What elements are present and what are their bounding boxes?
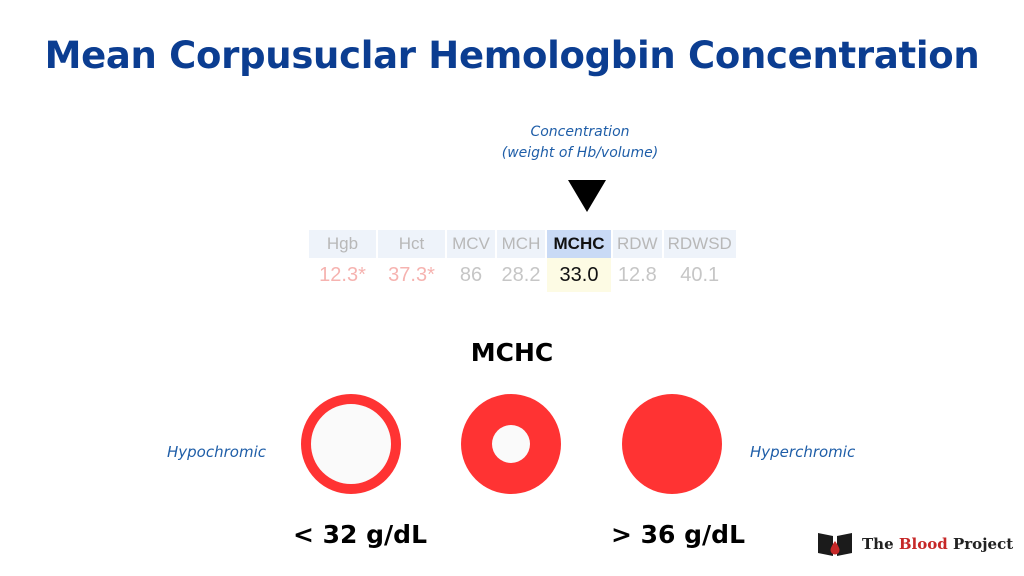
lab-results-table: Hgb Hct MCV MCH MCHC RDW RDWSD 12.3* 37.… [307,230,738,292]
annotation-line-1: Concentration [530,124,630,140]
header-hct: Hct [378,230,445,258]
logo-highlight: Blood [898,535,948,553]
central-pallor [492,425,530,463]
hypochromic-label: Hypochromic [167,443,266,461]
annotation-line-2: (weight of Hb/volume) [501,145,659,161]
header-rdwsd: RDWSD [663,230,736,258]
arrow-down-icon [568,180,606,212]
hypochromic-cell [301,394,401,494]
logo-text: The Blood Project [862,535,1013,553]
logo-suffix: Project [947,535,1014,553]
value-hgb: 12.3* [319,263,366,286]
value-hct: 37.3* [388,263,435,286]
low-range-label: < 32 g/dL [293,520,427,549]
hyperchromic-cell [622,394,722,494]
header-mchc: MCHC [547,230,611,258]
lab-value-row: 12.3* 37.3* 86 28.2 33.0 12.8 40.1 [309,258,736,292]
value-mchc: 33.0 [547,258,611,292]
value-rdw: 12.8 [617,263,657,286]
hyperchromic-label: Hyperchromic [750,443,856,461]
mchc-subtitle: MCHC [470,338,554,367]
high-range-label: > 36 g/dL [611,520,745,549]
logo-prefix: The [862,535,899,553]
header-mcv: MCV [447,230,495,258]
normochromic-cell [461,394,561,494]
concentration-annotation: Concentration (weight of Hb/volume) [480,122,680,164]
value-rdwsd: 40.1 [680,263,720,286]
header-mch: MCH [497,230,545,258]
lab-header-row: Hgb Hct MCV MCH MCHC RDW RDWSD [309,230,736,258]
value-mch: 28.2 [501,263,541,286]
page-title: Mean Corpusuclar Hemologbin Concentratio… [44,34,980,77]
header-rdw: RDW [613,230,662,258]
header-hgb: Hgb [309,230,376,258]
value-mcv: 86 [459,263,483,286]
blood-project-logo: The Blood Project [816,528,1013,560]
open-book-blood-drop-icon [818,533,852,556]
